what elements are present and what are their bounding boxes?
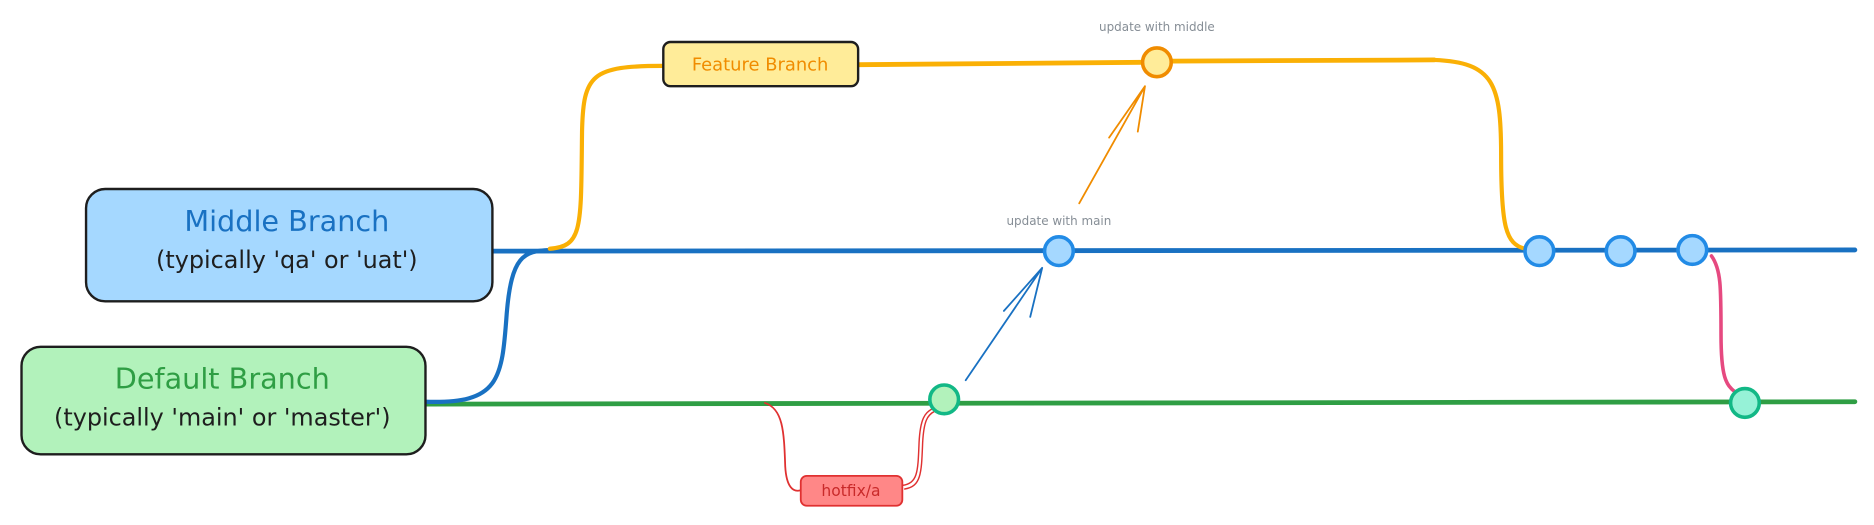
middle-branch-subtitle: (typically 'qa' or 'uat'): [156, 246, 418, 274]
update-with-main-label: update with main: [1006, 214, 1111, 228]
middle-commit-node: [1523, 235, 1556, 268]
update-with-main-arrow: [964, 266, 1044, 382]
feature-merge-connector: [1432, 57, 1528, 251]
default-branch-subtitle: (typically 'main' or 'master'): [54, 404, 391, 432]
feature-branch-out-connector: [547, 63, 666, 251]
hotfix-out-connector: [764, 402, 802, 492]
release-merge-connector: [1709, 254, 1738, 394]
default-commit-node: [1728, 386, 1762, 420]
hotfix-merge-connector: [901, 408, 936, 490]
middle-commit-node: [1604, 235, 1637, 268]
hotfix-branch-label: hotfix/a: [821, 482, 880, 500]
middle-branch-title: Middle Branch: [184, 204, 389, 238]
update-with-middle-arrow: [1078, 85, 1146, 205]
update-with-middle-label: update with middle: [1099, 20, 1215, 34]
middle-commit-node: [1042, 235, 1076, 268]
feature-branch-label: Feature Branch: [692, 55, 829, 76]
middle-branch-line: [490, 247, 1858, 254]
default-commit-node: [928, 383, 961, 416]
middle-from-default-connector: [423, 247, 552, 404]
default-branch-line: [423, 399, 1858, 407]
middle-commit-node: [1676, 233, 1709, 267]
middle-branch-box: Middle Branch (typically 'qa' or 'uat'): [84, 187, 494, 303]
feature-commit-node: [1140, 46, 1174, 79]
feature-branch-box: Feature Branch: [662, 40, 860, 88]
feature-branch-line: [855, 57, 1437, 68]
default-branch-box: Default Branch (typically 'main' or 'mas…: [20, 345, 427, 456]
default-branch-title: Default Branch: [115, 362, 330, 396]
hotfix-branch-box: hotfix/a: [799, 474, 904, 507]
